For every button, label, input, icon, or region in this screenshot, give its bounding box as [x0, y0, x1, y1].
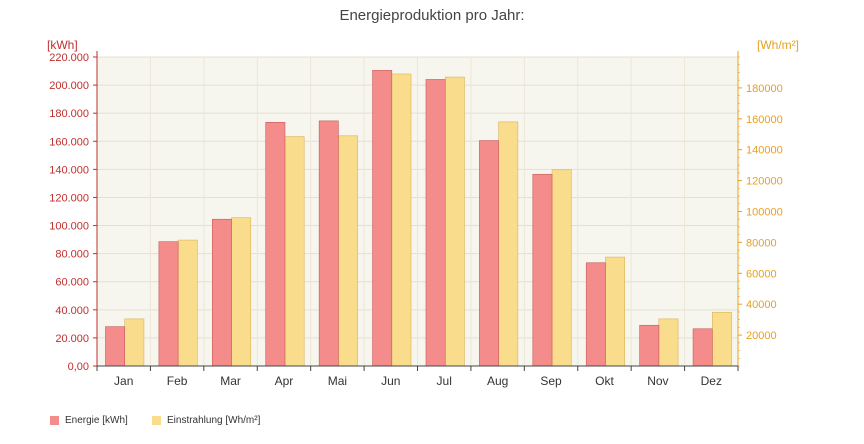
x-tick-label: Jul	[437, 374, 452, 388]
bar-energie-sep	[532, 173, 553, 367]
y-right-tick-label: 40000	[746, 299, 777, 311]
y-left-tick-label: 160.000	[49, 136, 89, 148]
bar-energie-apr	[265, 122, 286, 367]
y-right-tick-label: 160000	[746, 114, 783, 126]
legend-swatch-einstrahlung	[152, 416, 161, 425]
bar-chart: 0,00 20.000 40.000 60.000 80.000 100.000 120.0…	[47, 38, 799, 388]
bar-einstrahlung-jul	[444, 76, 465, 367]
y-left-tick-label: 20.000	[55, 333, 89, 345]
bar-einstrahlung-mai	[338, 135, 358, 367]
x-tick-label: Sep	[540, 374, 562, 388]
y-right-tick-label: 100000	[746, 207, 783, 219]
y-left-tick-label: 0,00	[68, 361, 89, 373]
y-left-tick-label: 100.000	[49, 221, 89, 233]
bar-einstrahlung-jun	[391, 73, 412, 367]
y-right-tick-label: 120000	[746, 176, 783, 188]
y-left-tick-label: 40.000	[55, 305, 89, 317]
x-tick-label: Jun	[381, 374, 400, 388]
x-tick-label: Okt	[595, 374, 614, 388]
bar-einstrahlung-feb	[177, 239, 198, 367]
x-tick-label: Nov	[647, 374, 668, 388]
bar-einstrahlung-mar	[231, 217, 252, 367]
bar-energie-feb	[158, 241, 179, 367]
x-tick-label: Mai	[328, 374, 347, 388]
legend-item-energie: Energie [kWh]	[50, 415, 128, 426]
bar-energie-jun	[372, 70, 393, 367]
x-tick-label: Aug	[487, 374, 508, 388]
bar-einstrahlung-jan	[124, 318, 145, 367]
y-left-tick-label: 60.000	[55, 277, 89, 289]
bar-energie-jul	[425, 79, 446, 367]
x-tick-label: Apr	[275, 374, 294, 388]
y-right-axis-label: [Wh/m²]	[757, 38, 799, 52]
bar-einstrahlung-okt	[605, 256, 625, 367]
bar-energie-okt	[585, 262, 606, 367]
bar-einstrahlung-nov	[658, 318, 679, 367]
y-left-axis-label: [kWh]	[47, 38, 78, 52]
bar-einstrahlung-sep	[551, 169, 572, 367]
legend-label-energie: Energie [kWh]	[65, 415, 128, 426]
x-tick-label: Jan	[114, 374, 133, 388]
x-tick-label: Mar	[220, 374, 241, 388]
y-left-tick-label: 220.000	[49, 52, 89, 64]
bar-energie-dez	[692, 328, 713, 367]
y-right-tick-label: 180000	[746, 83, 783, 95]
bar-energie-mai	[318, 120, 339, 367]
y-right-tick-label: 60000	[746, 268, 777, 280]
y-right-tick-label: 140000	[746, 145, 783, 157]
legend-label-einstrahlung: Einstrahlung [Wh/m²]	[167, 415, 261, 426]
bar-energie-nov	[639, 324, 660, 367]
x-tick-label: Feb	[167, 374, 188, 388]
chart-title: Energieproduktion pro Jahr:	[339, 7, 525, 24]
bar-energie-mar	[212, 218, 232, 367]
y-left-tick-label: 120.000	[49, 192, 89, 204]
x-tick-label: Dez	[701, 374, 722, 388]
bar-energie-jan	[105, 326, 126, 367]
bar-energie-aug	[479, 140, 499, 367]
y-left-tick-label: 180.000	[49, 108, 89, 120]
y-left-tick-label: 200.000	[49, 80, 89, 92]
bar-einstrahlung-apr	[284, 136, 305, 367]
y-right-tick-label: 80000	[746, 237, 777, 249]
legend-swatch-energie	[50, 416, 59, 425]
y-left-tick-label: 80.000	[55, 249, 89, 261]
bar-einstrahlung-aug	[498, 121, 519, 367]
legend-item-einstrahlung: Einstrahlung [Wh/m²]	[152, 415, 260, 426]
y-right-tick-label: 20000	[746, 330, 777, 342]
bar-einstrahlung-dez	[711, 311, 732, 367]
y-left-tick-label: 140.000	[49, 164, 89, 176]
